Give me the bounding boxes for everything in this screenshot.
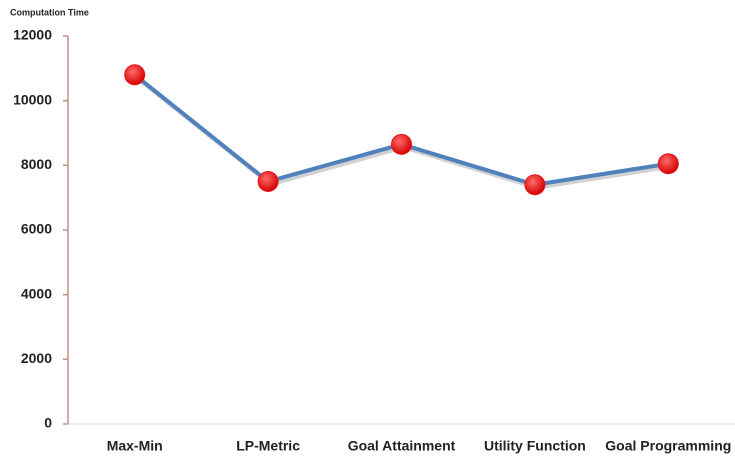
x-tick-label: Max-Min [107,438,163,454]
y-tick-label: 4000 [21,285,52,301]
marker [124,64,146,86]
x-tick-label: Goal Attainment [348,438,456,454]
chart-title: Computation Time [10,7,89,17]
y-tick-label: 0 [44,415,52,431]
marker [524,174,546,196]
y-tick-label: 12000 [13,27,52,43]
series-line [133,73,669,187]
x-tick-label: LP-Metric [236,438,300,454]
y-tick-label: 10000 [13,91,52,107]
x-tick-label: Goal Programming [605,438,731,454]
marker [391,133,412,155]
marker [257,171,279,192]
line-shadow [135,76,671,190]
y-tick-label: 6000 [21,221,52,237]
x-tick-label: Utility Function [484,438,586,454]
y-tick-label: 2000 [21,350,52,366]
marker [657,153,679,175]
y-tick-label: 8000 [21,156,52,172]
